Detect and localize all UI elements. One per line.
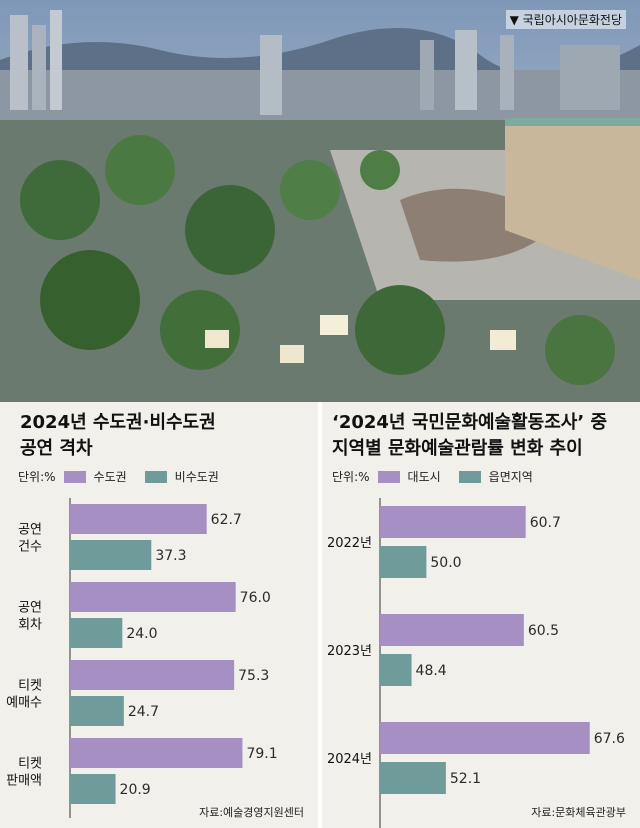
legend-label-primary: 수도권 bbox=[93, 470, 127, 484]
category-tick-label: 2023년 bbox=[327, 644, 372, 659]
bar-value-label: 62.7 bbox=[211, 512, 242, 528]
bar-secondary bbox=[70, 774, 116, 804]
bar-secondary bbox=[380, 654, 412, 686]
bar-value-label: 48.4 bbox=[416, 663, 447, 679]
category-tick-label: 공연 bbox=[18, 601, 42, 616]
bar-value-label: 60.5 bbox=[528, 623, 559, 639]
bar-secondary bbox=[70, 540, 152, 570]
legend-swatch-secondary bbox=[144, 470, 167, 483]
aerial-photo-illustration bbox=[0, 0, 640, 402]
bar-secondary bbox=[70, 618, 123, 648]
chart-title-line-2: 공연 격차 bbox=[20, 438, 93, 459]
category-tick-label: 공연 bbox=[18, 523, 42, 538]
category-tick-label: 예매수 bbox=[6, 696, 42, 711]
category-tick-label: 판매액 bbox=[6, 774, 42, 789]
legend-label-primary: 대도시 bbox=[407, 470, 441, 484]
chart-panel-capital-gap: 2024년 수도권·비수도권 공연 격차 단위:% 수도권 비수도권 공연 건수 6… bbox=[0, 402, 318, 828]
bar-value-label: 24.7 bbox=[128, 704, 159, 720]
category-tick-label: 건수 bbox=[18, 540, 42, 555]
legend-label-secondary: 읍면지역 bbox=[488, 470, 533, 484]
legend-item-secondary: 읍면지역 bbox=[458, 468, 533, 485]
bar-chart-attendance-trend: 2022년 60.7 50.0 2023년 60.5 48.4 2024년 67.6 52.1 bbox=[327, 498, 625, 828]
bar-value-label: 52.1 bbox=[450, 771, 481, 787]
legend-item-primary: 수도권 bbox=[63, 468, 127, 485]
category-tick-label: 2022년 bbox=[327, 536, 372, 551]
chart-source: 자료:문화체육관광부 bbox=[531, 806, 626, 819]
legend-item-secondary: 비수도권 bbox=[144, 468, 219, 485]
chart-title-line-1: 2024년 수도권·비수도권 bbox=[20, 412, 216, 433]
bar-primary bbox=[380, 614, 524, 646]
chart-source: 자료:예술경영지원센터 bbox=[199, 806, 304, 819]
bar-value-label: 50.0 bbox=[430, 555, 461, 571]
asia-culture-center-photo: ▼ 국립아시아문화전당 bbox=[0, 0, 640, 402]
bar-primary bbox=[380, 722, 590, 754]
bar-value-label: 20.9 bbox=[120, 782, 151, 798]
bar-value-label: 79.1 bbox=[246, 746, 277, 762]
bar-secondary bbox=[380, 762, 446, 794]
bar-secondary bbox=[380, 546, 427, 578]
photo-caption: ▼ 국립아시아문화전당 bbox=[505, 10, 626, 29]
unit-label: 단위:% bbox=[332, 470, 370, 484]
bar-chart-capital-gap: 공연건수62.737.3공연회차76.024.0티켓예매수75.324.7티켓판… bbox=[6, 498, 278, 818]
chart-title-line-1: ‘2024년 국민문화예술활동조사’ 중 bbox=[332, 412, 608, 433]
legend-swatch-primary bbox=[377, 470, 400, 483]
chart-title: 2024년 수도권·비수도권 공연 격차 bbox=[20, 410, 216, 462]
chart-legend: 단위:% 수도권 비수도권 bbox=[18, 468, 237, 485]
chart-title-line-2: 지역별 문화예술관람률 변화 추이 bbox=[332, 438, 583, 459]
chart-panel-attendance-trend: ‘2024년 국민문화예술활동조사’ 중 지역별 문화예술관람률 변화 추이 단… bbox=[322, 402, 640, 828]
panel-divider bbox=[318, 402, 322, 828]
category-tick-label: 회차 bbox=[18, 618, 42, 633]
legend-item-primary: 대도시 bbox=[377, 468, 441, 485]
bar-value-label: 76.0 bbox=[240, 590, 271, 606]
bar-value-label: 60.7 bbox=[530, 515, 561, 531]
bar-primary bbox=[70, 738, 243, 768]
chart-legend: 단위:% 대도시 읍면지역 bbox=[332, 468, 551, 485]
chart-title: ‘2024년 국민문화예술활동조사’ 중 지역별 문화예술관람률 변화 추이 bbox=[332, 410, 607, 462]
category-tick-label: 티켓 bbox=[18, 757, 42, 772]
bar-primary bbox=[70, 660, 235, 690]
bar-primary bbox=[380, 506, 526, 538]
legend-swatch-secondary bbox=[458, 470, 481, 483]
bar-value-label: 75.3 bbox=[238, 668, 269, 684]
legend-swatch-primary bbox=[63, 470, 86, 483]
bar-secondary bbox=[70, 696, 124, 726]
unit-label: 단위:% bbox=[18, 470, 56, 484]
bar-primary bbox=[70, 582, 236, 612]
bar-primary bbox=[70, 504, 207, 534]
bar-value-label: 37.3 bbox=[155, 548, 186, 564]
bar-value-label: 24.0 bbox=[126, 626, 157, 642]
legend-label-secondary: 비수도권 bbox=[174, 470, 219, 484]
bar-value-label: 67.6 bbox=[594, 731, 625, 747]
category-tick-label: 티켓 bbox=[18, 679, 42, 694]
category-tick-label: 2024년 bbox=[327, 752, 372, 767]
